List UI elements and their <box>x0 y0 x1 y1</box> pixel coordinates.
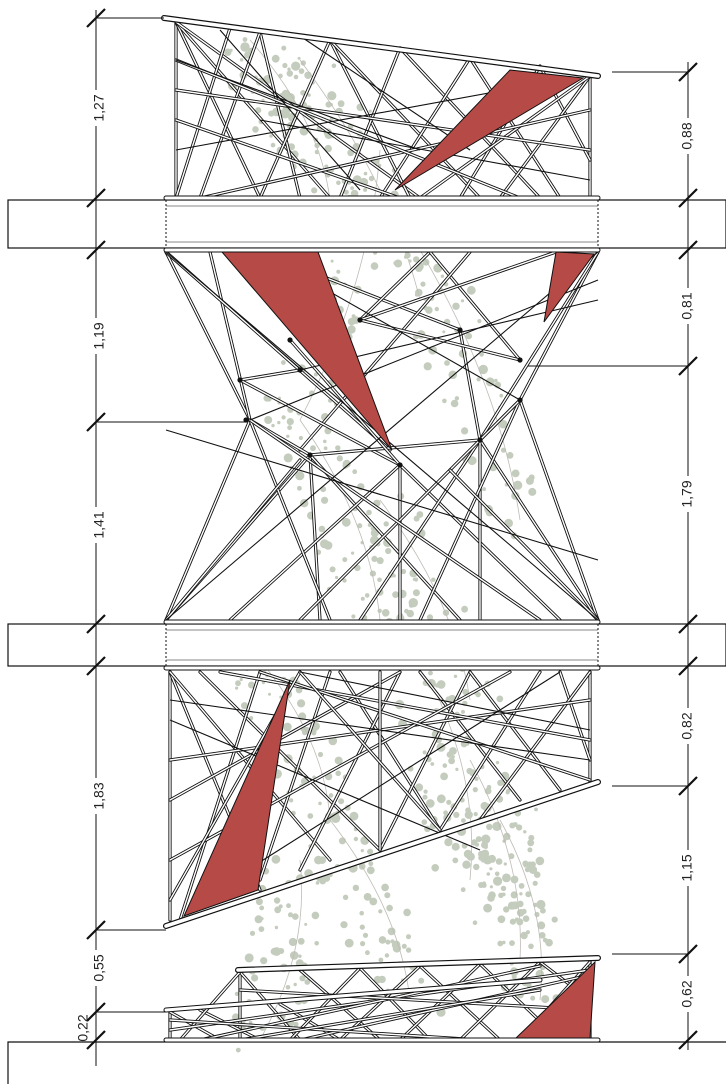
dim-label-l4: 1,83 <box>88 778 107 814</box>
dimension-label: 1,19 <box>91 322 107 349</box>
dim-label-l3: 1,41 <box>88 507 107 543</box>
dimension-label: 0,88 <box>679 122 695 149</box>
dimension-label: 1,79 <box>679 480 695 507</box>
dim-label-l2: 1,19 <box>88 318 107 354</box>
dimension-label: 1,15 <box>679 854 695 881</box>
red-panel-4 <box>183 679 291 917</box>
dimension-label: 1,83 <box>91 782 107 809</box>
red-panel-1 <box>394 69 585 191</box>
left-dimension-chain: 1,27 1,19 1,41 1,83 0,55 0,22 <box>75 8 246 1066</box>
dim-label-r2: 0,81 <box>679 288 696 324</box>
joint-nodes <box>237 317 523 468</box>
floor-slab-1 <box>7 199 726 249</box>
dim-label-r4: 0,82 <box>679 708 696 744</box>
right-dimension-chain: 0,88 0,81 1,79 0,82 1,15 0,62 <box>528 62 698 1050</box>
red-panel-3 <box>543 251 595 323</box>
dim-label-r5: 1,15 <box>679 850 696 886</box>
dim-label-r3: 1,79 <box>679 476 696 512</box>
red-panels <box>183 69 596 1039</box>
chord-rails <box>161 15 601 1043</box>
dim-label-l1: 1,27 <box>88 90 107 126</box>
lattice-frame <box>164 20 600 1042</box>
dim-label-l6: 0,22 <box>75 1014 91 1041</box>
ground-slab <box>7 1041 726 1084</box>
dimension-label: 0,81 <box>679 292 695 319</box>
dim-label-r1: 0,88 <box>679 118 696 154</box>
dim-label-l5: 0,55 <box>88 950 107 986</box>
dimension-label: 0,55 <box>91 954 107 981</box>
dimension-label: 1,27 <box>91 94 107 121</box>
dimension-label: 0,62 <box>679 980 695 1007</box>
floor-slab-2 <box>7 623 726 667</box>
dimension-label: 0,22 <box>75 1014 91 1041</box>
dimension-label: 0,82 <box>679 712 695 739</box>
dimension-label: 1,41 <box>91 511 107 538</box>
dim-label-r6: 0,62 <box>679 976 696 1012</box>
